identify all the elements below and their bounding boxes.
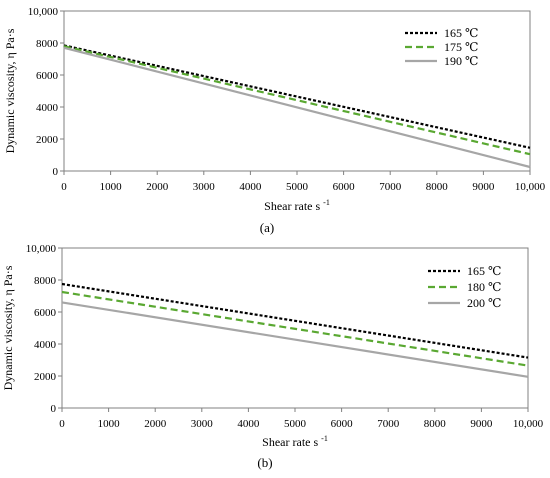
x-tick-label: 6000 [333,181,356,193]
chart-panel-a: 0 2000 4000 6000 8000 10,000 0 1000 2000 3000 4000… [3,6,546,235]
x-axis-label: Shear rate s -1 [262,434,328,449]
y-tick-label: 10,000 [26,243,57,255]
y-tick-label: 4000 [34,339,57,351]
legend-label: 175 ℃ [444,40,478,54]
x-tick-label: 0 [59,418,65,430]
chart-panel-b: 0 2000 4000 6000 8000 10,000 0 1000 2000 3000 4000… [1,243,544,470]
legend-label: 165 ℃ [444,26,478,40]
y-tick-label: 8000 [36,38,59,50]
y-tick-label: 0 [51,403,57,415]
y-tick-label: 0 [53,166,59,178]
y-tick-label: 4000 [36,102,59,114]
x-tick-label: 0 [61,181,67,193]
series-line-2 [63,45,531,156]
x-tick-label: 7000 [377,418,400,430]
x-tick-label: 6000 [331,418,354,430]
series-line-1 [61,282,529,359]
y-axis-label: Dynamic viscosity, η Pa·s [3,28,17,153]
legend: 165 ℃ 180 ℃ 200 ℃ [428,264,501,310]
x-tick-label: 4000 [239,181,262,193]
x-tick-label: 2000 [146,181,169,193]
x-tick-label: 2000 [144,418,167,430]
x-tick-label: 3000 [191,418,214,430]
series-line-3 [63,46,531,169]
legend-label: 165 ℃ [467,264,501,278]
x-tick-label: 4000 [237,418,260,430]
legend-label: 190 ℃ [444,54,478,68]
x-tick-label: 5000 [286,181,309,193]
x-tick-label: 3000 [193,181,216,193]
x-tick-label: 10,000 [513,418,544,430]
legend-label: 200 ℃ [467,296,501,310]
x-tick-label: 10,000 [515,181,546,193]
series-line-1 [63,44,531,149]
x-tick-label: 1000 [98,418,121,430]
y-tick-label: 2000 [34,371,57,383]
x-tick-label: 1000 [100,181,123,193]
x-tick-label: 9000 [472,181,495,193]
legend-label: 180 ℃ [467,280,501,294]
series-line-2 [61,290,529,367]
series-line-3 [61,301,529,378]
y-tick-label: 6000 [34,307,57,319]
y-tick-label: 6000 [36,70,59,82]
y-tick-label: 2000 [36,134,59,146]
panel-label: (b) [257,455,272,470]
x-axis-label: Shear rate s -1 [264,198,330,213]
panel-label: (a) [260,220,274,235]
x-tick-label: 7000 [379,181,402,193]
x-tick-label: 8000 [424,418,447,430]
x-tick-label: 5000 [284,418,307,430]
x-tick-label: 9000 [470,418,493,430]
y-axis-label: Dynamic viscosity, η Pa·s [1,265,15,390]
y-tick-label: 10,000 [28,6,59,18]
x-tick-label: 8000 [426,181,449,193]
y-tick-label: 8000 [34,275,57,287]
